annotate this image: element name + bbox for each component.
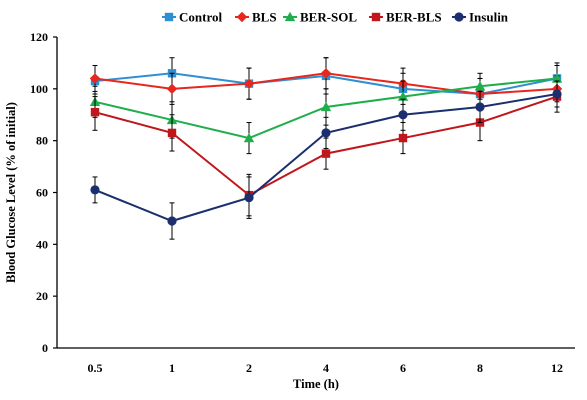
legend-item-control: Control xyxy=(162,10,222,25)
y-tick-label: 0 xyxy=(42,341,48,355)
data-point-bls xyxy=(243,78,255,89)
x-tick-label: 8 xyxy=(477,361,483,375)
x-tick-label: 0.5 xyxy=(88,361,103,375)
data-point-insulin xyxy=(321,128,331,138)
y-tick-label: 40 xyxy=(36,237,48,251)
data-point-ber-bls xyxy=(321,149,331,158)
legend: Control BLS BER-SOL BER-BLS Insulin xyxy=(162,10,509,25)
data-point-ber-bls xyxy=(90,107,100,117)
data-point-insulin xyxy=(398,110,408,120)
data-point-ber-bls xyxy=(398,133,408,143)
legend-marker-bls xyxy=(236,11,248,23)
legend-item-insulin: Insulin xyxy=(452,10,509,25)
legend-marker-control xyxy=(164,12,174,22)
legend-marker-ber-bls xyxy=(371,12,381,22)
data-point-insulin xyxy=(244,193,254,203)
legend-item-bls: BLS xyxy=(235,10,277,25)
data-point-ber-sol xyxy=(320,101,332,112)
data-point-bls xyxy=(320,68,332,79)
x-tick-label: 4 xyxy=(323,361,329,375)
data-point-bls xyxy=(89,73,101,84)
data-point-insulin xyxy=(90,185,100,195)
legend-marker-insulin xyxy=(454,12,464,22)
series-layer xyxy=(89,57,563,240)
legend-label: BER-SOL xyxy=(300,10,357,25)
legend-label: Control xyxy=(179,10,222,25)
legend-label: BER-BLS xyxy=(386,10,442,25)
legend-label: Insulin xyxy=(469,10,509,25)
data-point-insulin xyxy=(552,89,562,99)
x-axis-title: Time (h) xyxy=(293,377,339,391)
data-point-insulin xyxy=(167,216,177,226)
y-tick-label: 100 xyxy=(30,82,48,96)
data-point-bls xyxy=(166,83,178,95)
y-tick-label: 80 xyxy=(36,134,48,148)
data-point-insulin xyxy=(475,102,485,112)
y-tick-label: 120 xyxy=(30,30,48,44)
y-tick-label: 60 xyxy=(36,186,48,200)
y-tick-label: 20 xyxy=(36,289,48,303)
x-tick-label: 1 xyxy=(169,361,175,375)
x-tick-label: 2 xyxy=(246,361,252,375)
legend-item-ber-sol: BER-SOL xyxy=(283,10,357,25)
legend-label: BLS xyxy=(252,10,277,25)
data-point-ber-bls xyxy=(167,128,177,138)
legend-item-ber-bls: BER-BLS xyxy=(369,10,442,25)
x-tick-label: 6 xyxy=(400,361,406,375)
y-axis-title: Blood Glucose Level (% of initial) xyxy=(4,102,18,283)
data-point-ber-sol xyxy=(397,91,409,101)
data-point-ber-sol xyxy=(474,81,486,91)
legend-marker-ber-sol xyxy=(284,11,296,22)
x-tick-label: 12 xyxy=(551,361,563,375)
data-point-ber-sol xyxy=(243,132,255,143)
data-point-ber-sol xyxy=(551,73,563,83)
series-insulin xyxy=(90,80,562,240)
